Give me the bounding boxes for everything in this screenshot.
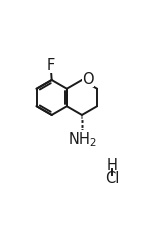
Text: H: H [107,158,118,173]
Text: NH$_2$: NH$_2$ [68,131,97,149]
Text: Cl: Cl [105,171,120,186]
Text: O: O [82,72,94,87]
Text: F: F [47,58,55,73]
